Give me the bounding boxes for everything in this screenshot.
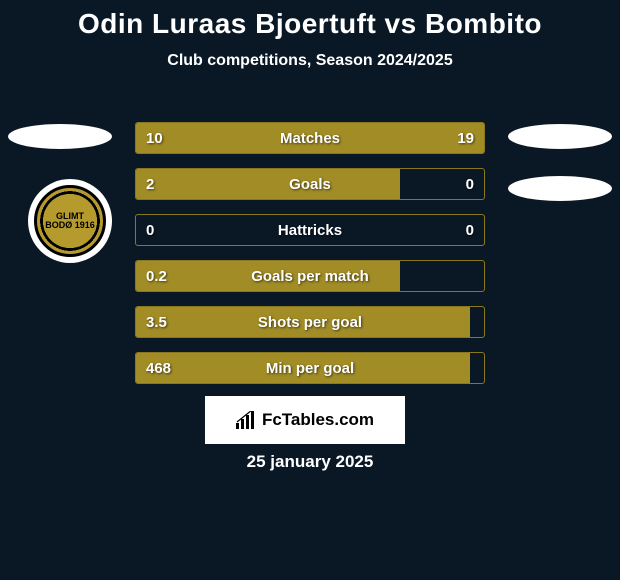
brand-box: FcTables.com bbox=[205, 396, 405, 444]
stat-label: Matches bbox=[136, 130, 484, 147]
stat-label: Shots per goal bbox=[136, 314, 484, 331]
comparison-infographic: Odin Luraas Bjoertuft vs Bombito Club co… bbox=[0, 0, 620, 580]
brand-text: FcTables.com bbox=[262, 410, 374, 430]
stat-value-right: 0 bbox=[466, 222, 474, 239]
stat-value-right: 19 bbox=[457, 130, 474, 147]
club-logo-text: GLIMTBODØ 1916 bbox=[45, 212, 95, 230]
player-right-placeholder bbox=[508, 124, 612, 149]
chart-icon bbox=[236, 411, 256, 429]
stat-row: 468Min per goal bbox=[135, 352, 485, 384]
stats-block: 10Matches192Goals00Hattricks00.2Goals pe… bbox=[135, 122, 485, 384]
subtitle: Club competitions, Season 2024/2025 bbox=[167, 52, 452, 70]
stat-row: 3.5Shots per goal bbox=[135, 306, 485, 338]
stat-value-right: 0 bbox=[466, 176, 474, 193]
stat-row: 0Hattricks0 bbox=[135, 214, 485, 246]
club-right-placeholder bbox=[508, 176, 612, 201]
stat-label: Min per goal bbox=[136, 360, 484, 377]
date-text: 25 january 2025 bbox=[0, 452, 620, 472]
stat-row: 2Goals0 bbox=[135, 168, 485, 200]
club-logo-badge: GLIMTBODØ 1916 bbox=[34, 185, 106, 257]
stat-row: 0.2Goals per match bbox=[135, 260, 485, 292]
club-left-logo: GLIMTBODØ 1916 bbox=[28, 179, 112, 263]
stat-label: Goals per match bbox=[136, 268, 484, 285]
player-left-placeholder bbox=[8, 124, 112, 149]
stat-label: Goals bbox=[136, 176, 484, 193]
page-title: Odin Luraas Bjoertuft vs Bombito bbox=[78, 8, 542, 40]
stat-row: 10Matches19 bbox=[135, 122, 485, 154]
stat-label: Hattricks bbox=[136, 222, 484, 239]
